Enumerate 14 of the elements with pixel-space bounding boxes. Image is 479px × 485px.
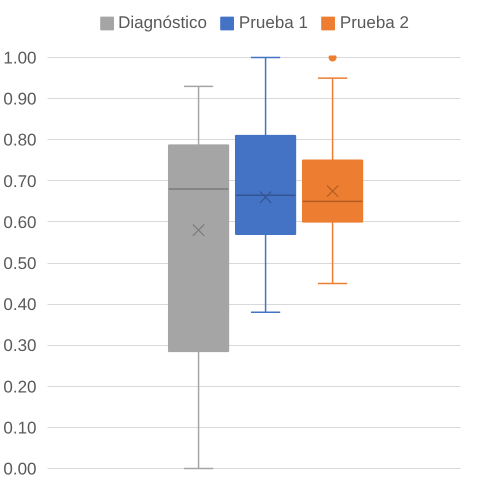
- y-tick-label: 0.90: [3, 90, 37, 109]
- y-tick-label: 0.50: [3, 254, 37, 273]
- y-tick-label: 0.80: [3, 130, 37, 150]
- y-tick-label: 0.40: [3, 295, 37, 314]
- y-tick-label: 1.00: [3, 48, 37, 68]
- y-tick-label: 0.70: [3, 172, 37, 191]
- y-tick-label: 0.00: [3, 459, 37, 478]
- y-tick-label: 0.20: [3, 377, 37, 396]
- legend-label: Diagnóstico: [118, 12, 207, 32]
- legend-label: Prueba 1: [238, 12, 308, 32]
- y-tick-label: 0.60: [3, 212, 37, 232]
- legend-label: Prueba 2: [340, 12, 409, 32]
- y-tick-label: 0.10: [3, 418, 37, 438]
- y-tick-label: 0.30: [3, 336, 37, 356]
